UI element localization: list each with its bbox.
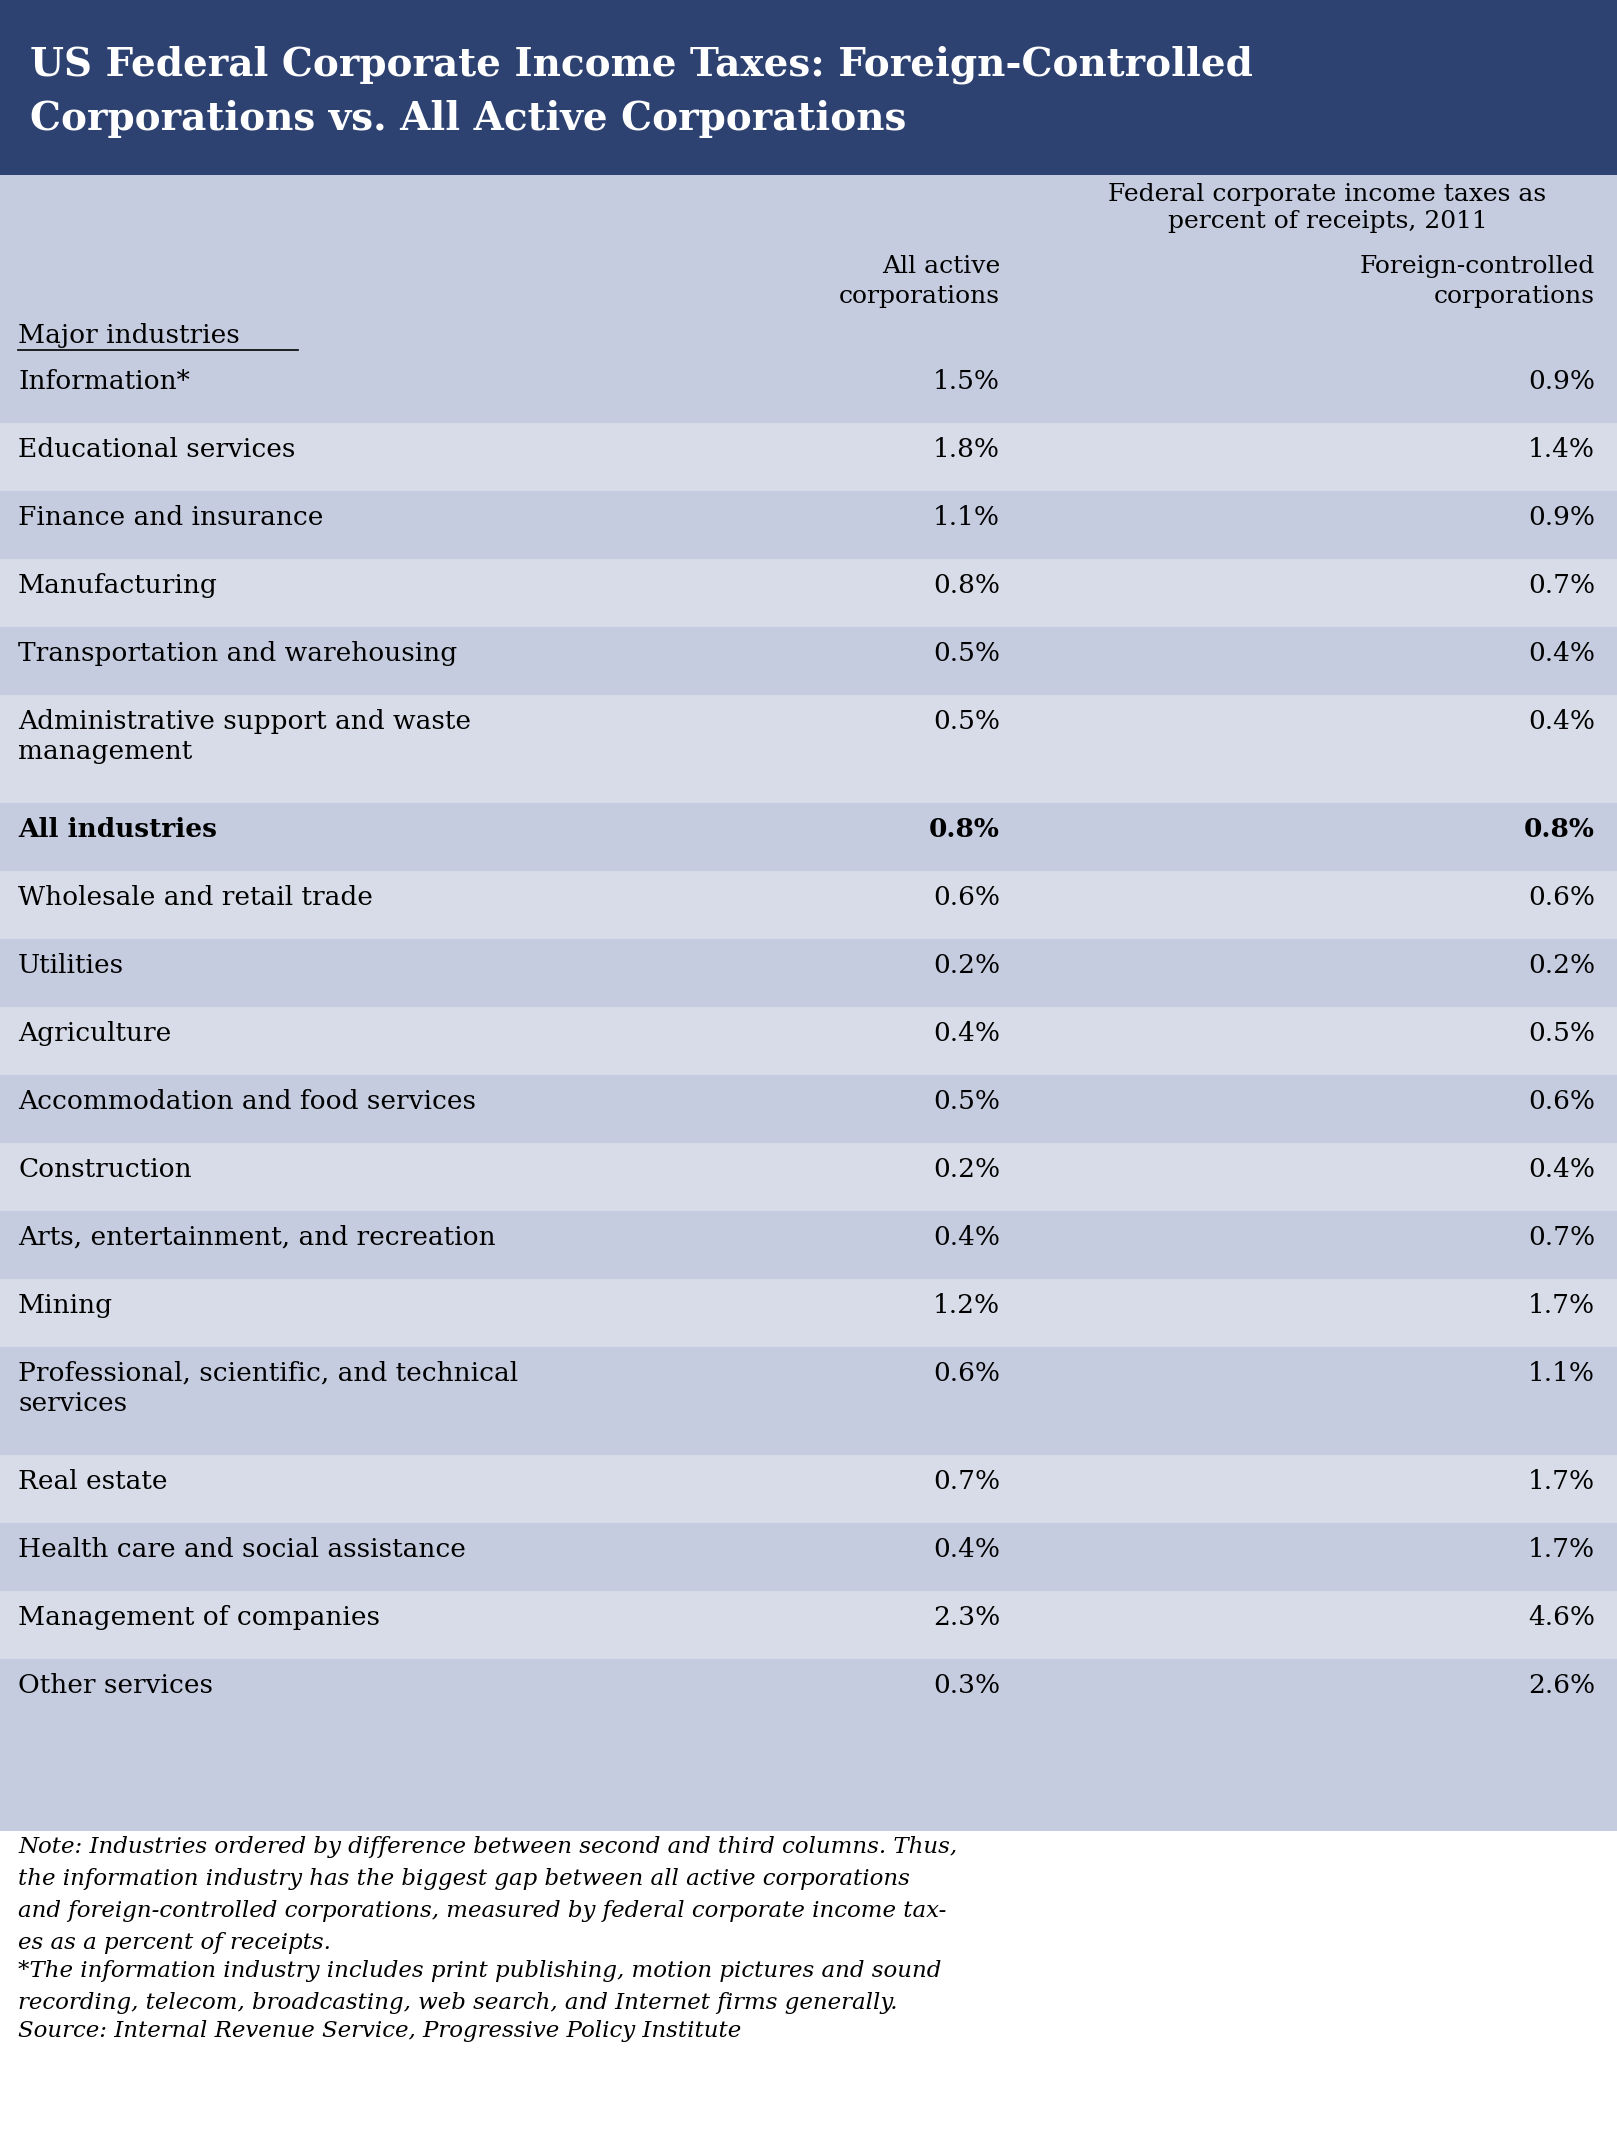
Text: 0.6%: 0.6%	[1528, 886, 1594, 909]
FancyBboxPatch shape	[0, 1279, 1617, 1348]
Text: Other services: Other services	[18, 1673, 213, 1698]
Text: 0.4%: 0.4%	[933, 1538, 999, 1561]
Text: 1.1%: 1.1%	[933, 505, 999, 530]
FancyBboxPatch shape	[0, 1660, 1617, 1726]
Text: 0.4%: 0.4%	[933, 1226, 999, 1249]
Text: Construction: Construction	[18, 1157, 192, 1183]
Text: Mining: Mining	[18, 1292, 113, 1318]
Text: 0.6%: 0.6%	[933, 886, 999, 909]
Text: 2.3%: 2.3%	[933, 1604, 999, 1630]
Text: Utilities: Utilities	[18, 954, 125, 978]
FancyBboxPatch shape	[0, 695, 1617, 802]
Text: 0.9%: 0.9%	[1528, 505, 1594, 530]
Text: 0.9%: 0.9%	[1528, 370, 1594, 394]
Text: Administrative support and waste: Administrative support and waste	[18, 708, 471, 734]
Text: 0.4%: 0.4%	[1528, 642, 1594, 665]
Text: 0.5%: 0.5%	[933, 642, 999, 665]
Text: 1.7%: 1.7%	[1528, 1469, 1594, 1493]
FancyBboxPatch shape	[0, 1348, 1617, 1455]
FancyBboxPatch shape	[0, 871, 1617, 939]
Text: 0.4%: 0.4%	[1528, 1157, 1594, 1183]
Text: services: services	[18, 1390, 128, 1416]
Text: Information*: Information*	[18, 370, 189, 394]
FancyBboxPatch shape	[0, 1591, 1617, 1660]
Text: 0.7%: 0.7%	[1528, 1226, 1594, 1249]
Text: management: management	[18, 738, 192, 764]
FancyBboxPatch shape	[0, 424, 1617, 492]
Text: 0.3%: 0.3%	[933, 1673, 999, 1698]
Text: 0.6%: 0.6%	[933, 1360, 999, 1386]
Text: Manufacturing: Manufacturing	[18, 573, 218, 599]
Text: Arts, entertainment, and recreation: Arts, entertainment, and recreation	[18, 1226, 496, 1249]
Text: Wholesale and retail trade: Wholesale and retail trade	[18, 886, 374, 909]
FancyBboxPatch shape	[0, 939, 1617, 1007]
Text: All industries: All industries	[18, 817, 217, 843]
Text: 0.7%: 0.7%	[933, 1469, 999, 1493]
Text: Federal corporate income taxes as
percent of receipts, 2011: Federal corporate income taxes as percen…	[1108, 184, 1546, 233]
Text: *The information industry includes print publishing, motion pictures and sound: *The information industry includes print…	[18, 1959, 941, 1983]
Text: 0.5%: 0.5%	[933, 1089, 999, 1114]
FancyBboxPatch shape	[0, 558, 1617, 627]
FancyBboxPatch shape	[0, 175, 1617, 1831]
Text: 1.7%: 1.7%	[1528, 1292, 1594, 1318]
Text: 0.5%: 0.5%	[1528, 1020, 1594, 1046]
Text: 2.6%: 2.6%	[1528, 1673, 1594, 1698]
Text: the information industry has the biggest gap between all active corporations: the information industry has the biggest…	[18, 1867, 910, 1891]
Text: Professional, scientific, and technical: Professional, scientific, and technical	[18, 1360, 517, 1386]
Text: 0.8%: 0.8%	[933, 573, 999, 599]
Text: All active: All active	[881, 255, 999, 278]
Text: Note: Industries ordered by difference between second and third columns. Thus,: Note: Industries ordered by difference b…	[18, 1835, 957, 1859]
Text: 0.4%: 0.4%	[1528, 708, 1594, 734]
Text: 0.5%: 0.5%	[933, 708, 999, 734]
FancyBboxPatch shape	[0, 1523, 1617, 1591]
Text: Accommodation and food services: Accommodation and food services	[18, 1089, 475, 1114]
Text: 0.6%: 0.6%	[1528, 1089, 1594, 1114]
FancyBboxPatch shape	[0, 492, 1617, 558]
Text: Educational services: Educational services	[18, 436, 296, 462]
Text: 1.2%: 1.2%	[933, 1292, 999, 1318]
Text: Management of companies: Management of companies	[18, 1604, 380, 1630]
FancyBboxPatch shape	[0, 802, 1617, 871]
Text: 0.2%: 0.2%	[933, 954, 999, 978]
FancyBboxPatch shape	[0, 1076, 1617, 1142]
Text: 0.8%: 0.8%	[930, 817, 999, 843]
Text: 0.2%: 0.2%	[1528, 954, 1594, 978]
Text: 1.8%: 1.8%	[933, 436, 999, 462]
Text: recording, telecom, broadcasting, web search, and Internet firms generally.: recording, telecom, broadcasting, web se…	[18, 1991, 897, 2015]
FancyBboxPatch shape	[0, 1831, 1617, 2139]
FancyBboxPatch shape	[0, 1211, 1617, 1279]
Text: corporations: corporations	[839, 284, 999, 308]
Text: Source: Internal Revenue Service, Progressive Policy Institute: Source: Internal Revenue Service, Progre…	[18, 2019, 741, 2043]
FancyBboxPatch shape	[0, 1007, 1617, 1076]
Text: US Federal Corporate Income Taxes: Foreign-Controlled: US Federal Corporate Income Taxes: Forei…	[31, 45, 1253, 83]
FancyBboxPatch shape	[0, 1142, 1617, 1211]
Text: and foreign-controlled corporations, measured by federal corporate income tax-: and foreign-controlled corporations, mea…	[18, 1899, 946, 1923]
FancyBboxPatch shape	[0, 627, 1617, 695]
Text: 0.8%: 0.8%	[1525, 817, 1594, 843]
Text: Foreign-controlled: Foreign-controlled	[1360, 255, 1594, 278]
Text: Major industries: Major industries	[18, 323, 239, 349]
Text: 1.5%: 1.5%	[933, 370, 999, 394]
Text: 1.7%: 1.7%	[1528, 1538, 1594, 1561]
Text: 0.4%: 0.4%	[933, 1020, 999, 1046]
Text: 1.1%: 1.1%	[1528, 1360, 1594, 1386]
Text: Health care and social assistance: Health care and social assistance	[18, 1538, 466, 1561]
Text: 1.4%: 1.4%	[1528, 436, 1594, 462]
Text: 0.2%: 0.2%	[933, 1157, 999, 1183]
Text: Finance and insurance: Finance and insurance	[18, 505, 323, 530]
Text: Agriculture: Agriculture	[18, 1020, 171, 1046]
FancyBboxPatch shape	[0, 355, 1617, 424]
Text: Transportation and warehousing: Transportation and warehousing	[18, 642, 458, 665]
FancyBboxPatch shape	[0, 1455, 1617, 1523]
Text: 0.7%: 0.7%	[1528, 573, 1594, 599]
Text: Real estate: Real estate	[18, 1469, 168, 1493]
Text: 4.6%: 4.6%	[1528, 1604, 1594, 1630]
FancyBboxPatch shape	[0, 0, 1617, 175]
Text: corporations: corporations	[1434, 284, 1594, 308]
Text: Corporations vs. All Active Corporations: Corporations vs. All Active Corporations	[31, 101, 907, 139]
Text: es as a percent of receipts.: es as a percent of receipts.	[18, 1932, 331, 1955]
